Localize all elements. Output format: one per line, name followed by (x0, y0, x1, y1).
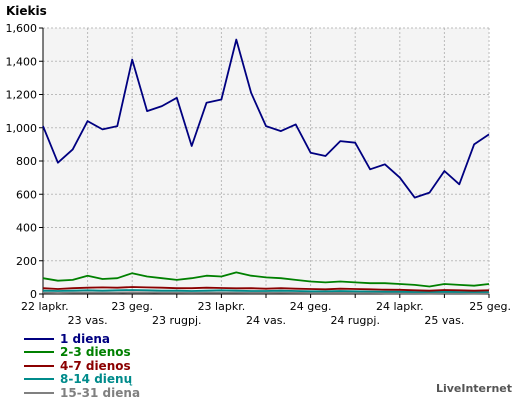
legend-label: 15-31 diena (60, 385, 141, 400)
x-tick-label: 23 rugpj. (152, 314, 202, 327)
x-tick-label: 25 geg. (469, 300, 511, 313)
x-tick-label: 24 geg. (290, 300, 332, 313)
legend-swatch (24, 351, 54, 354)
legend-swatch (24, 364, 54, 367)
y-tick-label: 1,000 (6, 122, 38, 135)
y-tick-label: 1,400 (6, 55, 38, 68)
legend-swatch (24, 378, 54, 381)
y-tick-label: 0 (30, 288, 37, 301)
legend-item: 1 diena (24, 332, 140, 346)
y-axis-title: Kiekis (6, 4, 47, 18)
legend-item: 2-3 dienos (24, 345, 140, 360)
x-tick-label: 24 vas. (246, 314, 286, 327)
legend-label: 4-7 dienos (60, 358, 131, 373)
x-tick-label: 24 lapkr. (376, 300, 424, 313)
y-tick-label: 800 (16, 155, 37, 168)
credit-label: LiveInternet (435, 382, 512, 395)
legend-swatch (24, 337, 54, 340)
series-line-4-7-dienos (42, 286, 490, 292)
y-tick-label: 1,200 (6, 89, 38, 102)
y-tick-label: 400 (16, 222, 37, 235)
series-line-2-3-dienos (42, 271, 490, 288)
x-tick-label: 25 vas. (424, 314, 464, 327)
x-tick-label: 23 lapkr. (198, 300, 246, 313)
series-line-1-diena (42, 38, 490, 199)
y-tick-label: 200 (16, 255, 37, 268)
series-line-8-14-dienų (42, 289, 489, 293)
y-tick-label: 1,600 (6, 22, 38, 35)
legend-item: 8-14 dienų (24, 372, 140, 387)
legend-label: 8-14 dienų (60, 372, 133, 387)
legend-swatch (24, 391, 54, 394)
legend-label: 1 diena (60, 331, 111, 346)
series-line-15-31-diena (42, 291, 490, 295)
x-tick-label: 23 vas. (68, 314, 108, 327)
legend-label: 2-3 dienos (60, 345, 131, 360)
legend-item: 15-31 diena (24, 386, 140, 400)
y-tick-label: 600 (16, 188, 37, 201)
x-tick-label: 23 geg. (111, 300, 153, 313)
x-tick-label: 24 rugpj. (330, 314, 380, 327)
legend: 1 diena 2-3 dienos 4-7 dienos 8-14 dienų 15-… (24, 332, 140, 400)
legend-item: 4-7 dienos (24, 359, 140, 373)
line-chart: 0 200 400 600 800 1,000 1,200 1,400 1,600 22 lapk… (6, 22, 512, 327)
x-tick-label: 22 lapkr. (21, 300, 69, 313)
